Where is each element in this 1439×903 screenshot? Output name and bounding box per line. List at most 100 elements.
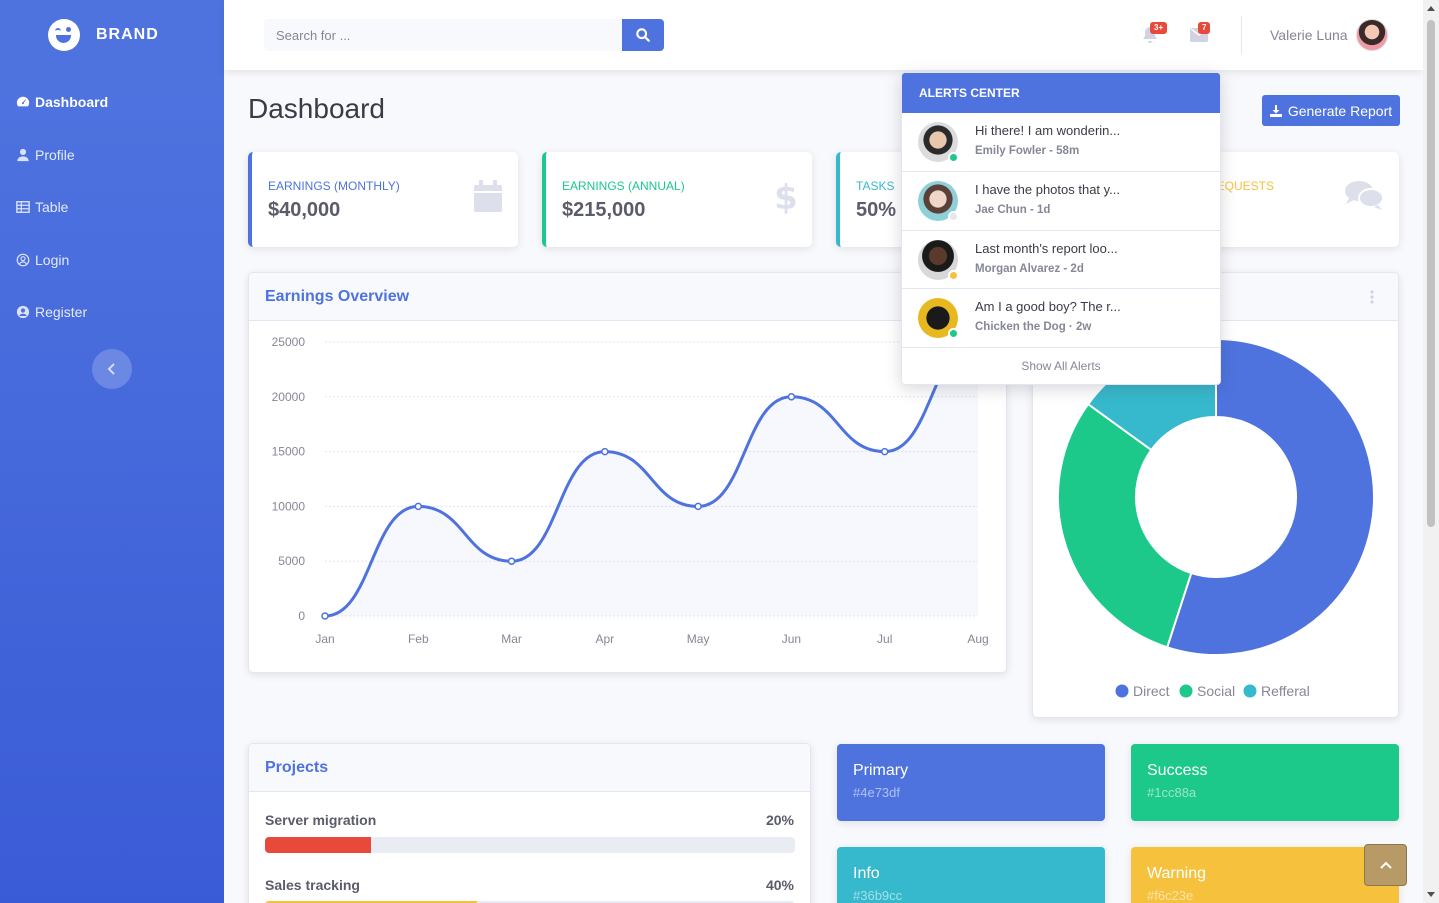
download-icon — [1269, 104, 1282, 117]
sidebar-toggle-button[interactable] — [92, 349, 132, 389]
alert-meta: Morgan Alvarez - 2d — [975, 262, 1084, 275]
generate-report-label: Generate Report — [1287, 102, 1393, 119]
messages-toggle[interactable]: 7 — [1190, 22, 1211, 44]
color-card-warning: Warning #f6c23e — [1131, 847, 1399, 903]
sidebar-item-dashboard[interactable]: Dashboard — [0, 76, 224, 129]
y-tick-label: 15000 — [272, 445, 306, 459]
brand[interactable]: BRAND — [0, 0, 224, 70]
alert-item[interactable]: Last month's report loo... Morgan Alvare… — [902, 231, 1220, 290]
stat-label: EARNINGS (ANNUAL) — [562, 179, 685, 193]
pie-slice — [1165, 337, 1375, 656]
user-circle-filled-icon — [16, 306, 30, 319]
svg-text:$: $ — [776, 180, 796, 214]
project-label: Server migration — [265, 812, 377, 828]
chevron-left-icon — [107, 363, 115, 375]
alerts-toggle[interactable]: 3+ — [1142, 22, 1168, 44]
x-tick-label: May — [687, 632, 710, 646]
alert-item[interactable]: I have the photos that y... Jae Chun - 1… — [902, 172, 1220, 231]
sidebar-item-label: Dashboard — [35, 94, 109, 111]
messages-badge: 7 — [1198, 22, 1211, 34]
color-card-success: Success #1cc88a — [1131, 744, 1399, 821]
alert-item[interactable]: Am I a good boy? The r... Chicken the Do… — [902, 289, 1220, 348]
scroll-thumb[interactable] — [1427, 20, 1435, 527]
sidebar-item-table[interactable]: Table — [0, 181, 224, 234]
status-indicator — [948, 269, 959, 281]
sidebar-item-label: Login — [35, 251, 70, 268]
stat-value: 50% — [856, 199, 897, 221]
y-tick-label: 20000 — [272, 390, 306, 404]
color-name: Success — [1147, 762, 1208, 779]
comments-icon — [1345, 181, 1383, 210]
x-tick-label: Jan — [315, 632, 334, 646]
legend-label: Refferal — [1261, 683, 1310, 699]
sidebar-item-register[interactable]: Register — [0, 286, 224, 339]
search-input[interactable] — [264, 19, 622, 51]
show-all-alerts-link[interactable]: Show All Alerts — [1021, 359, 1101, 373]
y-tick-label: 10000 — [272, 499, 306, 513]
alerts-header: Alerts Center — [902, 73, 1220, 113]
user-icon — [17, 148, 29, 161]
color-name: Primary — [853, 762, 909, 779]
data-point — [787, 393, 796, 401]
alert-text: Am I a good boy? The r... — [975, 299, 1121, 315]
status-indicator — [948, 210, 959, 222]
sidebar-item-profile[interactable]: Profile — [0, 129, 224, 182]
sidebar-item-login[interactable]: Login — [0, 234, 224, 287]
status-indicator — [948, 152, 959, 163]
search-button[interactable] — [622, 19, 664, 51]
legend-label: Social — [1197, 683, 1235, 699]
project-percent: 20% — [765, 812, 794, 828]
user-circle-icon — [16, 253, 30, 267]
earnings-line-chart: 0 5000 10000 15000 20000 25000 Jan Feb Mar Apr May… — [272, 335, 989, 646]
tachometer-icon — [16, 97, 30, 107]
x-tick-label: Feb — [408, 632, 429, 646]
alerts-dropdown: Alerts Center Hi there! I am wonderin...… — [901, 72, 1221, 385]
page-scrollbar[interactable] — [1423, 0, 1439, 903]
stat-value: $40,000 — [268, 199, 341, 221]
search-form — [264, 19, 664, 51]
stat-label: TASKS — [856, 179, 895, 193]
status-indicator — [948, 328, 959, 340]
scroll-up-arrow[interactable] — [1427, 6, 1435, 11]
stat-label: EARNINGS (MONTHLY) — [268, 179, 400, 193]
legend-marker — [1115, 684, 1129, 698]
earnings-overview-card: Earnings Overview 0 5000 10000 15000 20000 25… — [248, 272, 1007, 673]
stat-card-earnings-monthly: EARNINGS (MONTHLY) $40,000 — [248, 152, 518, 247]
y-tick-label: 25000 — [272, 335, 306, 349]
project-percent: 40% — [765, 877, 794, 893]
projects-card: Projects Server migration 20% Sales trac… — [248, 743, 811, 903]
data-point — [321, 612, 329, 620]
avatar[interactable] — [1356, 19, 1388, 51]
y-tick-label: 5000 — [278, 554, 305, 568]
x-tick-label: Jul — [877, 632, 892, 646]
x-tick-label: Apr — [596, 632, 615, 646]
user-name[interactable]: Valerie Luna — [1270, 27, 1348, 43]
alert-text: I have the photos that y... — [975, 181, 1121, 197]
alerts-badge: 3+ — [1150, 22, 1168, 34]
legend-marker — [1243, 684, 1257, 698]
color-hex: #1cc88a — [1147, 785, 1197, 800]
sidebar-item-label: Register — [35, 304, 88, 321]
progress-fill — [265, 901, 477, 903]
data-point — [414, 502, 423, 511]
alert-item[interactable]: Hi there! I am wonderin... Emily Fowler … — [902, 113, 1220, 172]
card-header-title: Earnings Overview — [249, 273, 1006, 321]
scroll-down-arrow[interactable] — [1427, 892, 1435, 897]
scroll-to-top-button[interactable] — [1364, 844, 1407, 886]
project-label: Sales tracking — [265, 877, 360, 893]
alert-meta: Chicken the Dog · 2w — [975, 321, 1092, 334]
ellipsis-vertical-icon[interactable] — [1370, 290, 1374, 304]
data-point — [694, 502, 702, 511]
sidebar-item-label: Profile — [35, 146, 75, 163]
revenue-donut-chart: Direct Social Refferal — [1057, 337, 1375, 699]
progress-bar — [265, 901, 795, 903]
card-header-title: Projects — [249, 744, 810, 792]
alert-meta: Jae Chun - 1d — [975, 203, 1051, 216]
alert-meta: Emily Fowler - 58m — [975, 145, 1080, 157]
laugh-wink-icon — [48, 19, 80, 51]
x-tick-label: Jun — [782, 632, 801, 646]
color-name: Warning — [1147, 865, 1206, 882]
color-hex: #36b9cc — [853, 888, 903, 903]
generate-report-button[interactable]: Generate Report — [1262, 95, 1400, 126]
sidebar: BRAND Dashboard Profile Table Login Regi… — [0, 0, 224, 903]
